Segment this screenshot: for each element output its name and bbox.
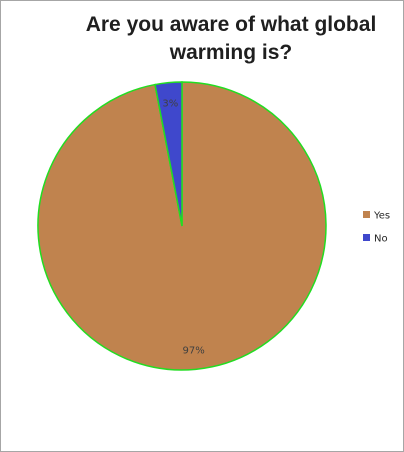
legend-label-yes: Yes: [373, 211, 390, 222]
legend: Yes No: [363, 211, 390, 245]
data-label-yes: 97%: [183, 345, 205, 356]
legend-swatch-yes: [363, 211, 370, 218]
legend-label-no: No: [374, 234, 388, 245]
legend-swatch-no: [363, 234, 370, 241]
pie-slices: [38, 82, 326, 370]
data-label-no: 3%: [162, 99, 178, 110]
